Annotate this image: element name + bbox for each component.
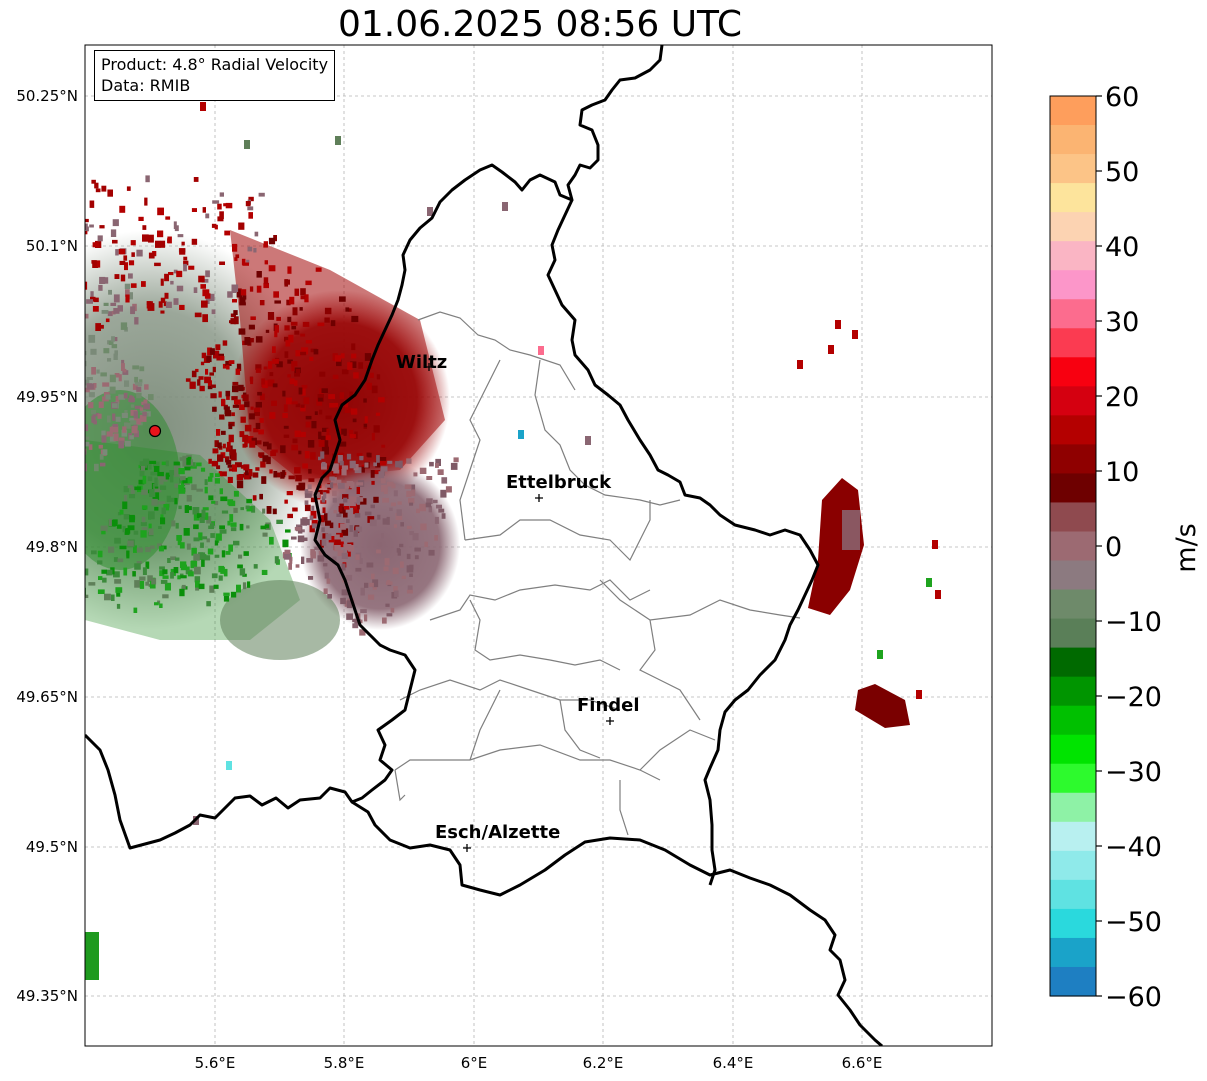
colorbar-tick-label: 10 [1105, 457, 1139, 488]
colorbar-swatch [1050, 299, 1096, 329]
colorbar-ticks [1096, 95, 1102, 997]
city-label-ettelbruck: Ettelbruck [506, 472, 612, 493]
radar-echo-pixels [85, 102, 941, 825]
lon-tick-label: 5.6°E [195, 1054, 236, 1072]
colorbar-tick-label: −60 [1105, 982, 1162, 1013]
colorbar-tick-label: 30 [1105, 307, 1139, 338]
colorbar-swatch [1050, 560, 1096, 591]
district-boundaries [394, 311, 801, 836]
radar-site-marker [148, 424, 162, 438]
lon-tick-label: 6.4°E [713, 1054, 754, 1072]
colorbar-tick-label: 60 [1105, 82, 1139, 113]
product-label: Product: 4.8° Radial Velocity [101, 55, 329, 74]
map-frame [84, 44, 993, 1047]
colorbar-swatch [1050, 502, 1096, 533]
colorbar-swatch [1050, 154, 1096, 184]
city-marker-esch [463, 844, 471, 852]
latitude-axis: 50.25°N 50.1°N 49.95°N 49.8°N 49.65°N 49… [16, 87, 78, 1005]
city-label-wiltz: Wiltz [396, 352, 447, 373]
lon-tick-label: 6°E [461, 1054, 488, 1072]
colorbar-swatch [1050, 937, 1096, 968]
lat-tick-label: 50.25°N [16, 87, 78, 105]
lat-tick-label: 49.5°N [26, 838, 78, 856]
colorbar-swatch [1050, 763, 1096, 794]
longitude-axis: 5.6°E 5.8°E 6°E 6.2°E 6.4°E 6.6°E [195, 1054, 883, 1072]
colorbar-unit-label: m/s [1171, 523, 1202, 572]
national-borders [85, 45, 883, 1046]
lat-tick-label: 49.8°N [26, 538, 78, 556]
lat-tick-label: 49.95°N [16, 388, 78, 406]
colorbar-swatch [1050, 531, 1096, 562]
colorbar-tick-label: −30 [1105, 757, 1162, 788]
colorbar-swatch [1050, 183, 1096, 213]
lon-tick-label: 6.2°E [583, 1054, 624, 1072]
colorbar-swatch [1050, 212, 1096, 242]
city-label-esch-alzette: Esch/Alzette [435, 822, 560, 843]
colorbar-swatch [1050, 792, 1096, 823]
lon-tick-label: 6.6°E [842, 1054, 883, 1072]
colorbar-tick-label: 0 [1105, 532, 1122, 563]
colorbar-swatch [1050, 386, 1096, 416]
colorbar-swatch [1050, 357, 1096, 387]
colorbar-swatch [1050, 473, 1096, 504]
colorbar-swatches [1050, 96, 1096, 997]
colorbar-tick-label: −40 [1105, 832, 1162, 863]
city-marker-findel [606, 717, 614, 725]
colorbar-swatch [1050, 647, 1096, 678]
city-markers [425, 363, 614, 852]
colorbar-swatch [1050, 879, 1096, 910]
velocity-colorbar: 60 50 40 30 20 10 0 −10 −20 −30 −40 −50 … [1049, 82, 1202, 1013]
colorbar-swatch [1050, 966, 1096, 997]
colorbar-tick-label: −10 [1105, 607, 1162, 638]
city-marker-ettelbruck [535, 494, 543, 502]
lat-tick-label: 50.1°N [26, 237, 78, 255]
colorbar-tick-label: 40 [1105, 232, 1139, 263]
colorbar-swatch [1050, 328, 1096, 358]
map-title: 01.06.2025 08:56 UTC [337, 4, 743, 45]
city-label-findel: Findel [577, 695, 640, 716]
lat-tick-label: 49.65°N [16, 688, 78, 706]
colorbar-tick-label: 50 [1105, 157, 1139, 188]
colorbar-tick-label: −20 [1105, 682, 1162, 713]
product-info-box: Product: 4.8° Radial Velocity Data: RMIB [94, 50, 336, 101]
colorbar-swatch [1050, 618, 1096, 649]
colorbar-swatch [1050, 734, 1096, 765]
colorbar-tick-label: 20 [1105, 382, 1139, 413]
city-marker-wiltz [425, 363, 433, 371]
colorbar-swatch [1050, 705, 1096, 736]
lat-tick-label: 49.35°N [16, 987, 78, 1005]
colorbar-swatch [1050, 676, 1096, 707]
colorbar-swatch [1050, 444, 1096, 475]
colorbar-swatch [1050, 241, 1096, 271]
data-source-label: Data: RMIB [101, 76, 191, 95]
colorbar-swatch [1050, 821, 1096, 852]
colorbar-swatch [1050, 415, 1096, 445]
colorbar-swatch [1050, 96, 1096, 126]
lon-tick-label: 5.8°E [324, 1054, 365, 1072]
colorbar-tick-label: −50 [1105, 907, 1162, 938]
colorbar-swatch [1050, 589, 1096, 620]
colorbar-swatch [1050, 850, 1096, 881]
colorbar-swatch [1050, 270, 1096, 300]
colorbar-swatch [1050, 125, 1096, 155]
colorbar-swatch [1050, 908, 1096, 939]
